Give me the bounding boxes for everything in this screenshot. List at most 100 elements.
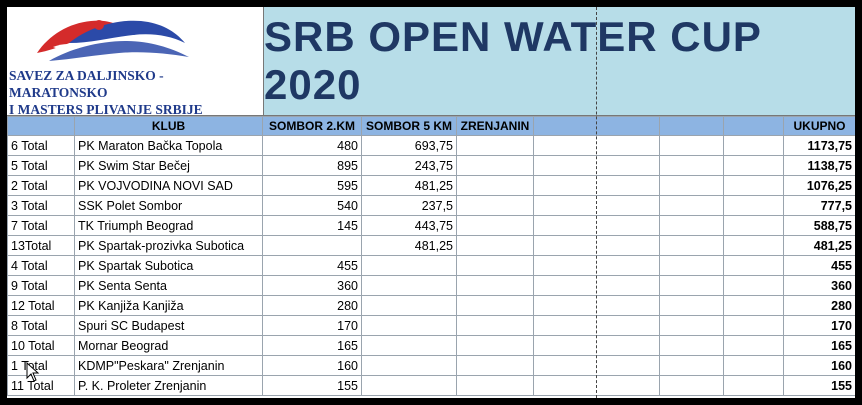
sombor-2km-cell[interactable]: 540 bbox=[262, 195, 362, 216]
empty-cell[interactable] bbox=[723, 135, 784, 156]
rank-cell[interactable]: 9 Total bbox=[7, 275, 75, 296]
column-header[interactable] bbox=[659, 116, 724, 136]
rank-cell[interactable]: 3 Total bbox=[7, 195, 75, 216]
total-cell[interactable]: 165 bbox=[783, 335, 855, 356]
rank-cell[interactable]: 8 Total bbox=[7, 315, 75, 336]
empty-cell[interactable] bbox=[659, 335, 724, 356]
rank-cell[interactable]: 12 Total bbox=[7, 295, 75, 316]
empty-cell[interactable] bbox=[723, 375, 784, 396]
sombor-2km-cell[interactable]: 455 bbox=[262, 255, 362, 276]
total-cell[interactable]: 588,75 bbox=[783, 215, 855, 236]
empty-cell[interactable] bbox=[659, 275, 724, 296]
sombor-2km-cell[interactable]: 160 bbox=[262, 355, 362, 376]
empty-cell[interactable] bbox=[723, 235, 784, 256]
sombor-2km-cell[interactable]: 145 bbox=[262, 215, 362, 236]
total-cell[interactable]: 170 bbox=[783, 315, 855, 336]
sombor-5km-cell[interactable] bbox=[361, 375, 457, 396]
sombor-5km-cell[interactable]: 481,25 bbox=[361, 235, 457, 256]
sombor-5km-cell[interactable] bbox=[361, 255, 457, 276]
sombor-5km-cell[interactable] bbox=[361, 335, 457, 356]
club-cell[interactable]: SSK Polet Sombor bbox=[74, 195, 263, 216]
rank-cell[interactable]: 1 Total bbox=[7, 355, 75, 376]
zrenjanin-cell[interactable] bbox=[456, 235, 534, 256]
empty-cell[interactable] bbox=[659, 355, 724, 376]
club-cell[interactable]: Spuri SC Budapest bbox=[74, 315, 263, 336]
empty-cell[interactable] bbox=[659, 375, 724, 396]
total-cell[interactable]: 481,25 bbox=[783, 235, 855, 256]
total-cell[interactable]: 1076,25 bbox=[783, 175, 855, 196]
club-cell[interactable]: PK Senta Senta bbox=[74, 275, 263, 296]
sombor-2km-cell[interactable]: 895 bbox=[262, 155, 362, 176]
rank-cell[interactable]: 5 Total bbox=[7, 155, 75, 176]
sombor-2km-cell[interactable]: 280 bbox=[262, 295, 362, 316]
sombor-5km-cell[interactable] bbox=[361, 315, 457, 336]
zrenjanin-cell[interactable] bbox=[456, 275, 534, 296]
empty-cell[interactable] bbox=[659, 155, 724, 176]
sombor-5km-cell[interactable]: 443,75 bbox=[361, 215, 457, 236]
zrenjanin-cell[interactable] bbox=[456, 255, 534, 276]
empty-cell[interactable] bbox=[659, 255, 724, 276]
rank-cell[interactable]: 10 Total bbox=[7, 335, 75, 356]
empty-cell[interactable] bbox=[723, 155, 784, 176]
club-cell[interactable]: PK Swim Star Bečej bbox=[74, 155, 263, 176]
column-header-sombor-5km[interactable]: SOMBOR 5 KM bbox=[361, 116, 457, 136]
empty-cell[interactable] bbox=[659, 195, 724, 216]
sombor-5km-cell[interactable] bbox=[361, 275, 457, 296]
zrenjanin-cell[interactable] bbox=[456, 315, 534, 336]
zrenjanin-cell[interactable] bbox=[456, 375, 534, 396]
sombor-2km-cell[interactable]: 165 bbox=[262, 335, 362, 356]
sombor-2km-cell[interactable]: 480 bbox=[262, 135, 362, 156]
empty-cell[interactable] bbox=[723, 215, 784, 236]
sombor-5km-cell[interactable]: 243,75 bbox=[361, 155, 457, 176]
empty-cell[interactable] bbox=[723, 195, 784, 216]
empty-cell[interactable] bbox=[659, 175, 724, 196]
empty-cell[interactable] bbox=[659, 315, 724, 336]
zrenjanin-cell[interactable] bbox=[456, 295, 534, 316]
club-cell[interactable]: TK Triumph Beograd bbox=[74, 215, 263, 236]
logo-cell[interactable]: SAVEZ ZA DALJINSKO - MARATONSKO I MASTER… bbox=[7, 7, 264, 117]
total-cell[interactable]: 777,5 bbox=[783, 195, 855, 216]
sombor-2km-cell[interactable]: 155 bbox=[262, 375, 362, 396]
empty-cell[interactable] bbox=[723, 255, 784, 276]
empty-cell[interactable] bbox=[723, 295, 784, 316]
total-cell[interactable]: 1173,75 bbox=[783, 135, 855, 156]
club-cell[interactable]: PK Kanjiža Kanjiža bbox=[74, 295, 263, 316]
empty-cell[interactable] bbox=[659, 135, 724, 156]
zrenjanin-cell[interactable] bbox=[456, 335, 534, 356]
sombor-5km-cell[interactable]: 693,75 bbox=[361, 135, 457, 156]
empty-cell[interactable] bbox=[659, 295, 724, 316]
club-cell[interactable]: PK Maraton Bačka Topola bbox=[74, 135, 263, 156]
empty-cell[interactable] bbox=[659, 235, 724, 256]
total-cell[interactable]: 160 bbox=[783, 355, 855, 376]
rank-cell[interactable]: 2 Total bbox=[7, 175, 75, 196]
club-cell[interactable]: Mornar Beograd bbox=[74, 335, 263, 356]
empty-cell[interactable] bbox=[723, 275, 784, 296]
rank-cell[interactable]: 11 Total bbox=[7, 375, 75, 396]
sombor-5km-cell[interactable]: 237,5 bbox=[361, 195, 457, 216]
sombor-5km-cell[interactable] bbox=[361, 355, 457, 376]
club-cell[interactable]: PK VOJVODINA NOVI SAD bbox=[74, 175, 263, 196]
sombor-2km-cell[interactable]: 170 bbox=[262, 315, 362, 336]
total-cell[interactable]: 1138,75 bbox=[783, 155, 855, 176]
zrenjanin-cell[interactable] bbox=[456, 195, 534, 216]
total-cell[interactable]: 280 bbox=[783, 295, 855, 316]
sombor-5km-cell[interactable] bbox=[361, 295, 457, 316]
empty-cell[interactable] bbox=[723, 175, 784, 196]
total-cell[interactable]: 155 bbox=[783, 375, 855, 396]
sombor-2km-cell[interactable] bbox=[262, 235, 362, 256]
column-header-ukupno[interactable]: UKUPNO bbox=[783, 116, 855, 136]
zrenjanin-cell[interactable] bbox=[456, 175, 534, 196]
title-cell[interactable]: SRB OPEN WATER CUP 2020 bbox=[264, 7, 855, 116]
rank-cell[interactable]: 13Total bbox=[7, 235, 75, 256]
zrenjanin-cell[interactable] bbox=[456, 215, 534, 236]
column-header[interactable] bbox=[723, 116, 784, 136]
zrenjanin-cell[interactable] bbox=[456, 355, 534, 376]
empty-cell[interactable] bbox=[723, 335, 784, 356]
column-header-sombor-2km[interactable]: SOMBOR 2.KM bbox=[262, 116, 362, 136]
column-header-klub[interactable]: KLUB bbox=[74, 116, 263, 136]
club-cell[interactable]: PK Spartak Subotica bbox=[74, 255, 263, 276]
club-cell[interactable]: P. K. Proleter Zrenjanin bbox=[74, 375, 263, 396]
column-header-zrenjanin[interactable]: ZRENJANIN bbox=[456, 116, 534, 136]
rank-cell[interactable]: 6 Total bbox=[7, 135, 75, 156]
column-header[interactable] bbox=[7, 116, 75, 136]
